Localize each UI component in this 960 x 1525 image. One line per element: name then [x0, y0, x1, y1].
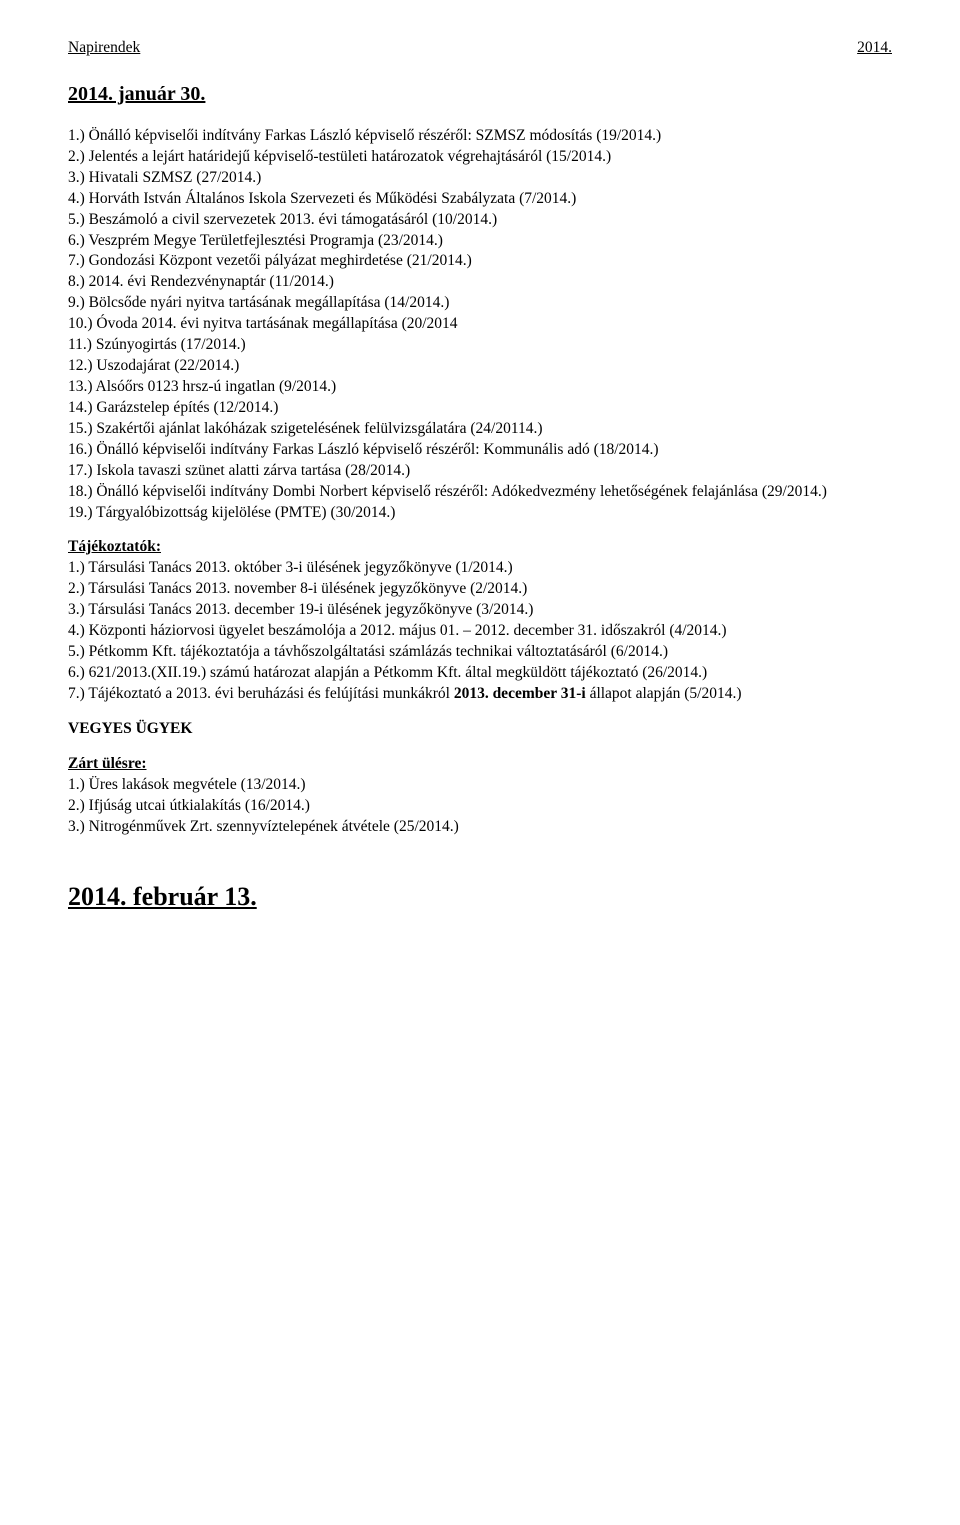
vegyes-ugyek-label: VEGYES ÜGYEK — [68, 719, 892, 740]
header-left: Napirendek — [68, 38, 140, 59]
info-item: 1.) Társulási Tanács 2013. október 3-i ü… — [68, 558, 892, 579]
agenda-item: 6.) Veszprém Megye Területfejlesztési Pr… — [68, 231, 892, 252]
info-item-7-prefix: 7.) Tájékoztató a 2013. évi beruházási é… — [68, 685, 454, 702]
agenda-item: 14.) Garázstelep építés (12/2014.) — [68, 398, 892, 419]
zart-item: 2.) Ifjúság utcai útkialakítás (16/2014.… — [68, 796, 892, 817]
info-item: 4.) Központi háziorvosi ügyelet beszámol… — [68, 621, 892, 642]
info-item: 2.) Társulási Tanács 2013. november 8-i … — [68, 579, 892, 600]
agenda-item: 15.) Szakértői ajánlat lakóházak szigete… — [68, 419, 892, 440]
agenda-item: 10.) Óvoda 2014. évi nyitva tartásának m… — [68, 314, 892, 335]
agenda-item: 9.) Bölcsőde nyári nyitva tartásának meg… — [68, 293, 892, 314]
agenda-item: 16.) Önálló képviselői indítvány Farkas … — [68, 440, 892, 461]
session-title-1: 2014. január 30. — [68, 81, 892, 108]
agenda-item: 2.) Jelentés a lejárt határidejű képvise… — [68, 147, 892, 168]
zart-list: 1.) Üres lakások megvétele (13/2014.) 2.… — [68, 775, 892, 838]
info-item: 5.) Pétkomm Kft. tájékoztatója a távhősz… — [68, 642, 892, 663]
agenda-item: 5.) Beszámoló a civil szervezetek 2013. … — [68, 210, 892, 231]
info-item-7: 7.) Tájékoztató a 2013. évi beruházási é… — [68, 684, 892, 705]
header-right: 2014. — [857, 38, 892, 59]
main-agenda-list: 1.) Önálló képviselői indítvány Farkas L… — [68, 126, 892, 524]
info-item: 6.) 621/2013.(XII.19.) számú határozat a… — [68, 663, 892, 684]
agenda-item: 12.) Uszodajárat (22/2014.) — [68, 356, 892, 377]
agenda-item: 8.) 2014. évi Rendezvénynaptár (11/2014.… — [68, 272, 892, 293]
zart-ulesre-label: Zárt ülésre: — [68, 754, 892, 775]
session-title-2: 2014. február 13. — [68, 879, 892, 914]
agenda-item: 18.) Önálló képviselői indítvány Dombi N… — [68, 482, 892, 503]
zart-item: 3.) Nitrogénművek Zrt. szennyvíztelepéne… — [68, 817, 892, 838]
agenda-item: 19.) Tárgyalóbizottság kijelölése (PMTE)… — [68, 503, 892, 524]
tajekoztatok-list: 1.) Társulási Tanács 2013. október 3-i ü… — [68, 558, 892, 704]
agenda-item: 7.) Gondozási Központ vezetői pályázat m… — [68, 251, 892, 272]
tajekoztatok-label: Tájékoztatók: — [68, 537, 892, 558]
agenda-item: 3.) Hivatali SZMSZ (27/2014.) — [68, 168, 892, 189]
page-header: Napirendek 2014. — [68, 38, 892, 59]
info-item: 3.) Társulási Tanács 2013. december 19-i… — [68, 600, 892, 621]
agenda-item: 4.) Horváth István Általános Iskola Szer… — [68, 189, 892, 210]
zart-item: 1.) Üres lakások megvétele (13/2014.) — [68, 775, 892, 796]
agenda-item: 11.) Szúnyogirtás (17/2014.) — [68, 335, 892, 356]
agenda-item: 1.) Önálló képviselői indítvány Farkas L… — [68, 126, 892, 147]
info-item-7-bold: 2013. december 31-i — [454, 685, 590, 702]
info-item-7-suffix: állapot alapján (5/2014.) — [590, 685, 742, 702]
agenda-item: 17.) Iskola tavaszi szünet alatti zárva … — [68, 461, 892, 482]
agenda-item: 13.) Alsóőrs 0123 hrsz-ú ingatlan (9/201… — [68, 377, 892, 398]
